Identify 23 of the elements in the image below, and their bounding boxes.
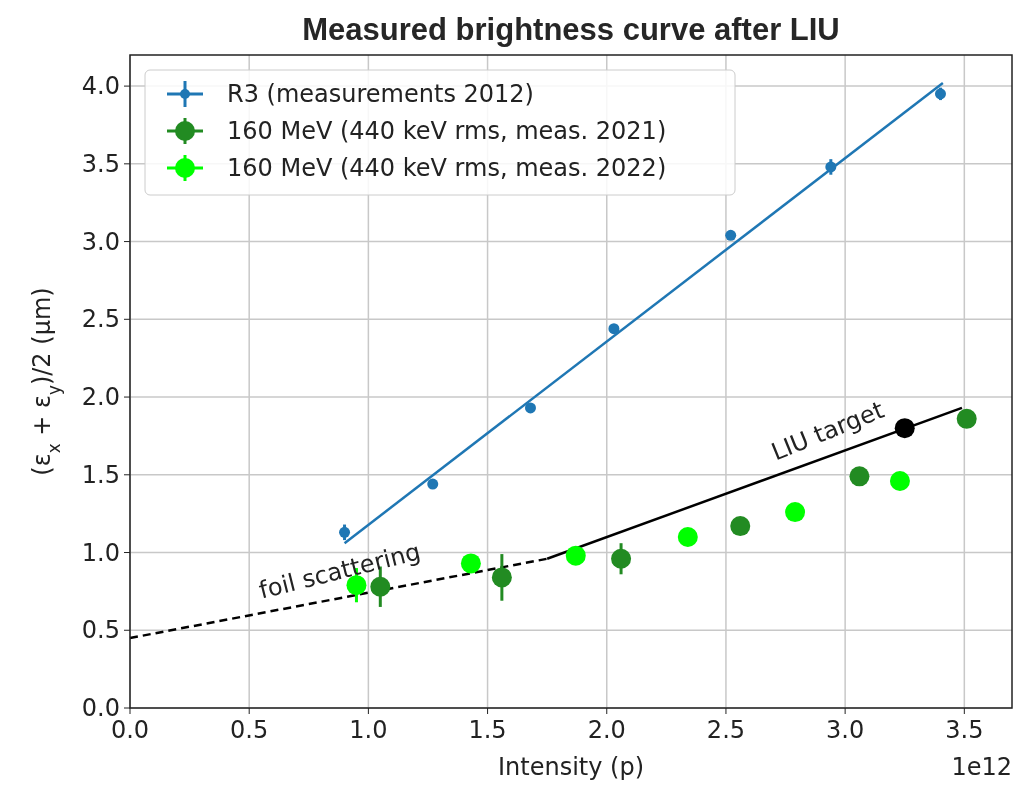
x-tick-label: 2.5	[706, 716, 746, 744]
y-tick-label: 3.0	[81, 227, 120, 256]
y-tick-label: 3.5	[81, 149, 120, 178]
legend-label: 160 MeV (440 keV rms, meas. 2022)	[227, 154, 667, 182]
y-tick-label: 4.0	[81, 72, 120, 101]
legend-label: 160 MeV (440 keV rms, meas. 2021)	[227, 117, 667, 145]
x-axis-title: Intensity (p)	[497, 753, 645, 781]
x-tick-label: 3.0	[826, 716, 865, 744]
y-tick-label: 1.5	[81, 460, 120, 489]
x-tick-label: 1.0	[349, 716, 388, 744]
x-tick-label: 1.5	[468, 716, 507, 744]
y-tick-label: 2.5	[81, 305, 120, 334]
legend-label: R3 (measurements 2012)	[227, 80, 534, 108]
annotation: LIU target	[767, 395, 888, 467]
x-tick-label: 2.0	[587, 716, 626, 744]
chart-title: Measured brightness curve after LIU	[302, 12, 840, 47]
x-tick-label: 0.5	[230, 716, 269, 744]
x-tick-label: 3.5	[945, 716, 984, 744]
x-tick-label: 0.0	[110, 716, 150, 744]
y-tick-label: 1.0	[81, 538, 120, 567]
text: 1e12	[951, 753, 1012, 781]
y-tick-label: 2.0	[81, 383, 120, 412]
y-tick-label: 0.5	[81, 616, 120, 645]
